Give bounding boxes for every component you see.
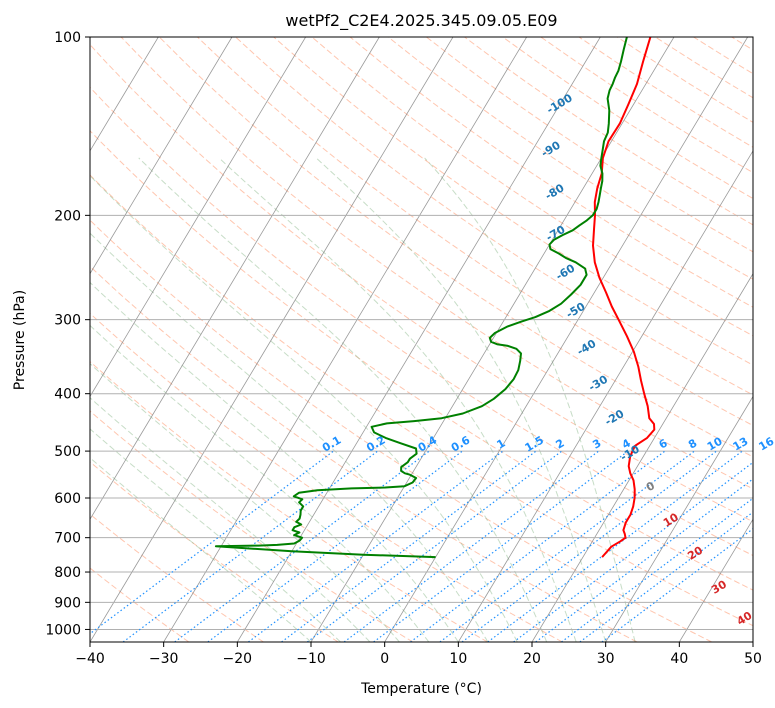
dry-adiabat	[90, 174, 753, 627]
x-tick-label: 0	[380, 651, 389, 667]
mixing-ratio-line	[601, 527, 753, 642]
skew-isotherm	[310, 37, 675, 642]
plot-frame	[89, 36, 754, 643]
background-lines	[90, 37, 753, 642]
dry-adiabat	[197, 37, 753, 427]
x-tick-label: 20	[523, 651, 541, 667]
x-tick-label: 50	[744, 651, 762, 667]
moist-adiabat	[90, 174, 518, 642]
mixing-ratio-line	[207, 450, 463, 642]
skew-isotherm	[531, 272, 753, 642]
y-tick-label: 700	[54, 531, 81, 547]
mixing-ratio-label: 16	[756, 434, 775, 453]
mixing-ratio-line	[487, 450, 743, 642]
skew-isotherm	[90, 37, 454, 642]
mixing-ratio-line	[248, 450, 504, 642]
skew-isotherm	[90, 37, 380, 520]
y-axis-label: Pressure (hPa)	[12, 290, 28, 390]
skew-isotherm	[90, 37, 159, 152]
skew-isotherm	[384, 37, 749, 642]
y-tick-label: 500	[54, 444, 81, 460]
dry-adiabat	[273, 37, 753, 366]
mixing-ratio-line	[579, 511, 753, 642]
dewpoint-profile	[214, 37, 628, 559]
chart-title: wetPf2_C2E4.2025.345.09.05.E09	[285, 11, 557, 31]
y-tick-label: 600	[54, 491, 81, 507]
mixing-ratio-line	[561, 497, 753, 642]
dry-adiabat	[90, 360, 488, 642]
skew-isotherm	[605, 395, 753, 642]
y-tick-label: 1000	[45, 622, 81, 638]
y-tick-label: 200	[54, 208, 81, 224]
x-axis-label: Temperature (°C)	[360, 681, 482, 697]
mixing-ratio-line	[373, 450, 629, 642]
y-tick-label: 900	[54, 595, 81, 611]
dry-adiabat	[90, 513, 264, 642]
mixing-ratio-line	[306, 450, 563, 642]
dry-adiabat	[90, 130, 753, 591]
x-axis: −40 −30 −20 −10 0 10 20 30 40 50	[75, 642, 762, 667]
x-tick-label: 10	[449, 651, 467, 667]
mixing-ratio-line	[122, 450, 379, 642]
dry-adiabat	[90, 312, 563, 642]
skew-isotherm	[163, 37, 528, 642]
profile-lines	[214, 37, 656, 559]
dry-adiabat	[158, 37, 753, 458]
dry-adiabat	[90, 219, 712, 642]
x-tick-label: −20	[223, 651, 253, 667]
mixing-ratio-line	[343, 450, 600, 642]
dry-adiabat	[90, 43, 753, 523]
x-tick-label: −30	[149, 651, 179, 667]
x-tick-label: 30	[597, 651, 615, 667]
mixing-ratio-line	[281, 450, 537, 642]
y-tick-label: 400	[54, 387, 81, 403]
dry-adiabat	[90, 461, 339, 642]
x-tick-label: 40	[670, 651, 688, 667]
y-axis: 100 200 300 400 500 600 700 800 900 1000	[45, 30, 90, 638]
mixing-ratio-line	[90, 450, 334, 635]
mixing-ratio-line	[461, 450, 717, 642]
mixing-ratio-line	[174, 450, 430, 642]
x-tick-label: −10	[296, 651, 326, 667]
moist-adiabat	[138, 157, 548, 642]
mixing-ratio-line	[439, 450, 695, 642]
dry-adiabat	[349, 37, 753, 308]
y-tick-label: 100	[54, 30, 81, 46]
x-tick-label: −40	[75, 651, 105, 667]
mixing-ratio-line	[535, 478, 753, 642]
dry-adiabat	[120, 37, 753, 490]
temperature-profile	[592, 37, 656, 558]
y-tick-label: 800	[54, 565, 81, 581]
mixing-ratio-line	[410, 450, 666, 642]
skew-isotherm	[457, 150, 753, 642]
skew-isotherm	[90, 37, 233, 275]
mixing-ratio-line	[513, 461, 753, 642]
skew-isotherm	[90, 37, 307, 398]
y-tick-label: 300	[54, 313, 81, 329]
skew-isotherm	[678, 518, 753, 642]
